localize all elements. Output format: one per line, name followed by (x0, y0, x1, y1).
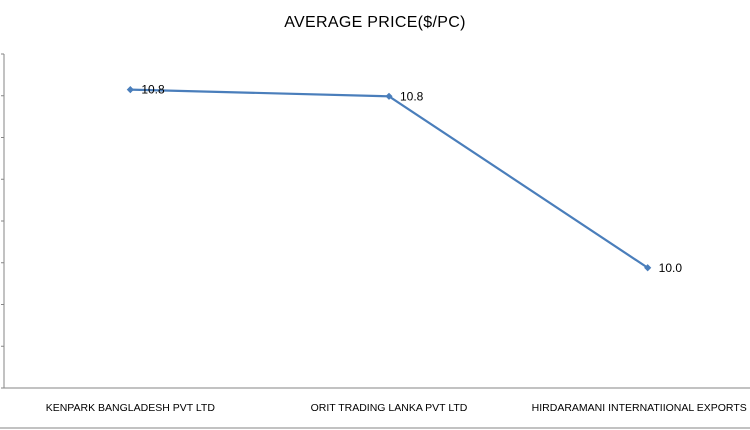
x-tick-label: ORIT TRADING LANKA PVT LTD (311, 402, 468, 414)
series-line (130, 88, 649, 269)
data-point-marker (644, 264, 652, 272)
data-label: 10.8 (141, 83, 165, 97)
x-tick-label: KENPARK BANGLADESH PVT LTD (46, 402, 216, 414)
data-point-marker (385, 92, 393, 100)
data-label: 10.0 (659, 261, 683, 275)
data-point-marker (126, 86, 134, 94)
x-tick-label: HIRDARAMANI INTERNATIIONAL EXPORTS PV (532, 402, 750, 414)
category-labels: KENPARK BANGLADESH PVT LTD ORIT TRADING L… (46, 402, 750, 414)
y-axis-ticks (1, 53, 4, 389)
series-group: 10.8 10.8 10.0 (126, 83, 683, 275)
chart-title: AVERAGE PRICE($/PC) (284, 14, 466, 31)
data-label: 10.8 (400, 89, 424, 103)
